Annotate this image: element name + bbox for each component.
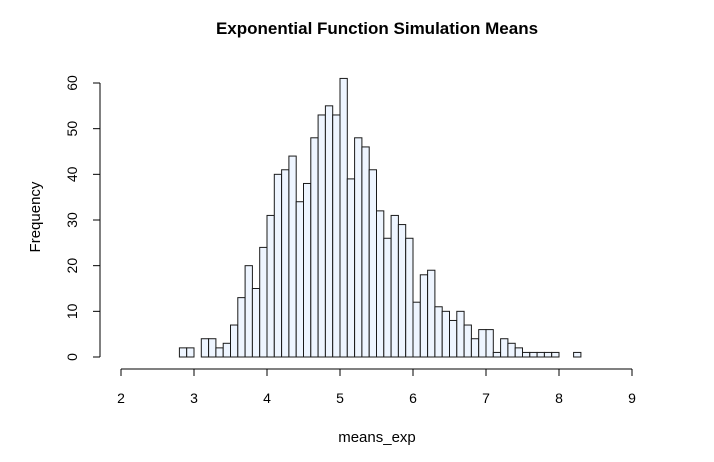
histogram-bar xyxy=(500,338,509,358)
chart-title: Exponential Function Simulation Means xyxy=(216,19,538,38)
histogram-bar xyxy=(376,210,385,358)
histogram-bar xyxy=(383,237,392,358)
x-tick-label: 2 xyxy=(117,390,125,406)
y-tick-label: 40 xyxy=(64,166,80,182)
x-tick-label: 8 xyxy=(555,390,563,406)
histogram-bar xyxy=(317,114,326,358)
histogram-bar xyxy=(295,201,305,358)
histogram-bar xyxy=(310,137,319,358)
histogram-bar xyxy=(368,169,378,358)
histogram-bar xyxy=(178,347,188,358)
histogram-bar xyxy=(222,342,231,358)
histogram-bar xyxy=(405,237,414,358)
histogram-bar xyxy=(434,306,443,358)
histogram-bar xyxy=(536,351,545,358)
histogram-bar xyxy=(215,347,224,358)
histogram-bar xyxy=(427,269,436,358)
histogram-bar xyxy=(441,310,451,358)
histogram-bar xyxy=(200,338,210,358)
histogram-bar xyxy=(346,178,356,358)
y-tick-label: 50 xyxy=(64,121,80,137)
histogram-bar xyxy=(412,301,421,358)
x-axis-title: means_exp xyxy=(338,429,416,446)
y-axis: 0 10 20 30 40 50 60 xyxy=(64,75,101,361)
histogram-bar xyxy=(551,351,560,358)
histogram-bar xyxy=(230,324,239,358)
y-tick-label: 10 xyxy=(64,303,80,319)
x-tick-label: 5 xyxy=(336,390,344,406)
histogram-bar xyxy=(507,342,516,358)
histogram-bar xyxy=(266,214,275,358)
x-tick-label: 3 xyxy=(190,390,198,406)
histogram-bar xyxy=(273,173,283,358)
histogram-bar xyxy=(324,105,334,358)
histogram-bar xyxy=(332,114,341,358)
histogram-bar xyxy=(354,137,363,358)
histogram-bar xyxy=(208,338,217,358)
histogram-bar xyxy=(522,351,531,358)
histogram-bar xyxy=(303,182,312,358)
histogram-bar xyxy=(419,274,429,358)
histogram-bar xyxy=(244,265,253,358)
histogram-bar xyxy=(456,310,465,358)
y-tick-label: 30 xyxy=(64,212,80,228)
histogram-bar xyxy=(288,155,297,358)
histogram-bar xyxy=(543,351,553,358)
histogram-bar xyxy=(251,288,261,358)
y-tick-label: 0 xyxy=(64,353,80,361)
histogram-bar xyxy=(186,347,195,358)
y-axis-title: Frequency xyxy=(27,181,44,252)
y-tick-label: 20 xyxy=(64,258,80,274)
histogram-bar xyxy=(259,246,268,358)
x-axis: 2 3 4 5 6 7 8 9 xyxy=(117,368,636,406)
histogram-bar xyxy=(449,319,458,358)
histogram-bar xyxy=(470,338,480,358)
histogram-bar xyxy=(463,324,472,358)
histogram-bar xyxy=(390,214,399,358)
histogram-bar xyxy=(573,351,582,358)
histogram-bar xyxy=(478,329,487,358)
histogram-bar xyxy=(492,351,502,358)
histogram-bars xyxy=(178,77,582,358)
histogram-bar xyxy=(514,347,524,358)
histogram-bar xyxy=(529,351,538,358)
histogram-bar xyxy=(339,77,348,358)
x-tick-label: 4 xyxy=(263,390,271,406)
histogram-bar xyxy=(397,224,407,358)
y-tick-label: 60 xyxy=(64,75,80,91)
histogram-bar xyxy=(281,169,290,358)
histogram-bar xyxy=(361,146,370,358)
x-tick-label: 6 xyxy=(409,390,417,406)
histogram-bar xyxy=(237,297,246,358)
histogram-bar xyxy=(485,329,494,358)
x-tick-label: 9 xyxy=(628,390,636,406)
x-tick-label: 7 xyxy=(482,390,490,406)
